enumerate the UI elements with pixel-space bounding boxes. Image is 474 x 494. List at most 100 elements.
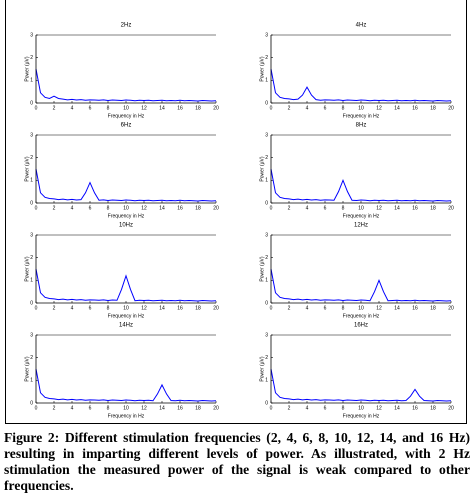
y-axis-label: Power (μV) xyxy=(24,56,30,81)
x-tick-label: 20 xyxy=(448,205,454,211)
panel-title: 2Hz xyxy=(121,23,132,29)
x-tick-label: 4 xyxy=(306,205,309,211)
y-axis-label: Power (μV) xyxy=(259,256,265,281)
x-tick-label: 0 xyxy=(35,205,38,211)
x-tick-label: 20 xyxy=(213,305,219,311)
y-tick-label: 2 xyxy=(30,55,33,61)
x-axis-label: Frequency in Hz xyxy=(108,313,145,319)
x-tick-label: 2 xyxy=(288,205,291,211)
x-tick-label: 0 xyxy=(270,205,273,211)
y-tick-label: 1 xyxy=(30,378,33,384)
panel-title: 8Hz xyxy=(356,123,367,129)
panel-title: 6Hz xyxy=(121,123,132,129)
x-tick-label: 12 xyxy=(376,205,382,211)
spectrum-line xyxy=(270,68,452,102)
x-tick-label: 4 xyxy=(306,405,309,411)
y-tick-label: 1 xyxy=(30,78,33,84)
x-tick-label: 6 xyxy=(324,105,327,111)
x-tick-label: 8 xyxy=(107,305,110,311)
x-tick-label: 2 xyxy=(288,405,291,411)
y-tick-label: 1 xyxy=(30,278,33,284)
x-tick-label: 6 xyxy=(324,305,327,311)
x-tick-label: 10 xyxy=(123,405,129,411)
y-tick-label: 3 xyxy=(30,332,33,338)
x-tick-label: 2 xyxy=(53,205,56,211)
x-tick-label: 0 xyxy=(35,305,38,311)
spectrum-line xyxy=(270,268,452,302)
x-tick-label: 8 xyxy=(342,205,345,211)
y-axis-label: Power (μV) xyxy=(259,356,265,381)
x-tick-label: 8 xyxy=(107,105,110,111)
spectrum-line xyxy=(270,368,452,402)
spectrum-line xyxy=(35,368,217,402)
x-tick-label: 14 xyxy=(394,205,400,211)
y-tick-label: 0 xyxy=(265,400,268,406)
x-tick-label: 20 xyxy=(448,305,454,311)
x-axis-label: Frequency in Hz xyxy=(108,413,145,419)
x-tick-label: 14 xyxy=(159,405,165,411)
x-axis-label: Frequency in Hz xyxy=(343,213,380,219)
x-tick-label: 18 xyxy=(430,405,436,411)
x-tick-label: 0 xyxy=(270,405,273,411)
y-tick-label: 3 xyxy=(265,132,268,138)
spectrum-line xyxy=(35,168,217,202)
panel-title: 16Hz xyxy=(354,323,368,329)
y-tick-label: 1 xyxy=(265,78,268,84)
x-axis-label: Frequency in Hz xyxy=(343,313,380,319)
x-tick-label: 16 xyxy=(177,305,183,311)
x-tick-label: 12 xyxy=(141,105,147,111)
y-axis-label: Power (μV) xyxy=(259,156,265,181)
x-tick-label: 6 xyxy=(89,405,92,411)
x-tick-label: 12 xyxy=(376,305,382,311)
x-tick-label: 14 xyxy=(394,405,400,411)
y-tick-label: 1 xyxy=(265,178,268,184)
x-tick-label: 10 xyxy=(123,105,129,111)
spectrum-line xyxy=(35,68,217,102)
x-tick-label: 12 xyxy=(141,205,147,211)
panel-title: 10Hz xyxy=(119,223,133,229)
x-tick-label: 18 xyxy=(430,305,436,311)
x-tick-label: 10 xyxy=(358,205,364,211)
y-tick-label: 3 xyxy=(30,232,33,238)
y-tick-label: 1 xyxy=(265,378,268,384)
x-tick-label: 10 xyxy=(358,105,364,111)
x-tick-label: 2 xyxy=(53,105,56,111)
x-tick-label: 6 xyxy=(89,205,92,211)
x-tick-label: 14 xyxy=(394,305,400,311)
spectrum-line xyxy=(35,268,217,302)
x-tick-label: 16 xyxy=(177,105,183,111)
x-tick-label: 0 xyxy=(35,405,38,411)
x-tick-label: 4 xyxy=(71,405,74,411)
x-tick-label: 12 xyxy=(376,105,382,111)
panel-title: 4Hz xyxy=(356,23,367,29)
y-tick-label: 2 xyxy=(30,255,33,261)
x-tick-label: 10 xyxy=(358,305,364,311)
x-tick-label: 10 xyxy=(123,205,129,211)
x-tick-label: 6 xyxy=(89,305,92,311)
x-tick-label: 8 xyxy=(107,205,110,211)
x-tick-label: 16 xyxy=(412,205,418,211)
figure-frame: 2Hz Frequency in Hz Power (μV) 0 1 2 3 0 2 4 6 8 10 1… xyxy=(5,0,467,424)
panel-title: 14Hz xyxy=(119,323,133,329)
x-tick-label: 8 xyxy=(342,105,345,111)
x-tick-label: 4 xyxy=(306,105,309,111)
x-tick-label: 18 xyxy=(430,205,436,211)
y-axis-label: Power (μV) xyxy=(24,156,30,181)
y-tick-label: 0 xyxy=(30,100,33,106)
y-tick-label: 0 xyxy=(30,400,33,406)
x-tick-label: 16 xyxy=(412,405,418,411)
y-tick-label: 0 xyxy=(265,200,268,206)
x-tick-label: 12 xyxy=(376,405,382,411)
x-tick-label: 20 xyxy=(448,405,454,411)
x-tick-label: 20 xyxy=(213,405,219,411)
x-tick-label: 8 xyxy=(342,305,345,311)
x-tick-label: 0 xyxy=(270,105,273,111)
x-tick-label: 2 xyxy=(288,305,291,311)
x-tick-label: 18 xyxy=(195,405,201,411)
x-tick-label: 6 xyxy=(324,405,327,411)
x-tick-label: 14 xyxy=(159,105,165,111)
y-tick-label: 3 xyxy=(265,32,268,38)
x-tick-label: 14 xyxy=(159,305,165,311)
x-tick-label: 6 xyxy=(89,105,92,111)
x-tick-label: 16 xyxy=(177,205,183,211)
